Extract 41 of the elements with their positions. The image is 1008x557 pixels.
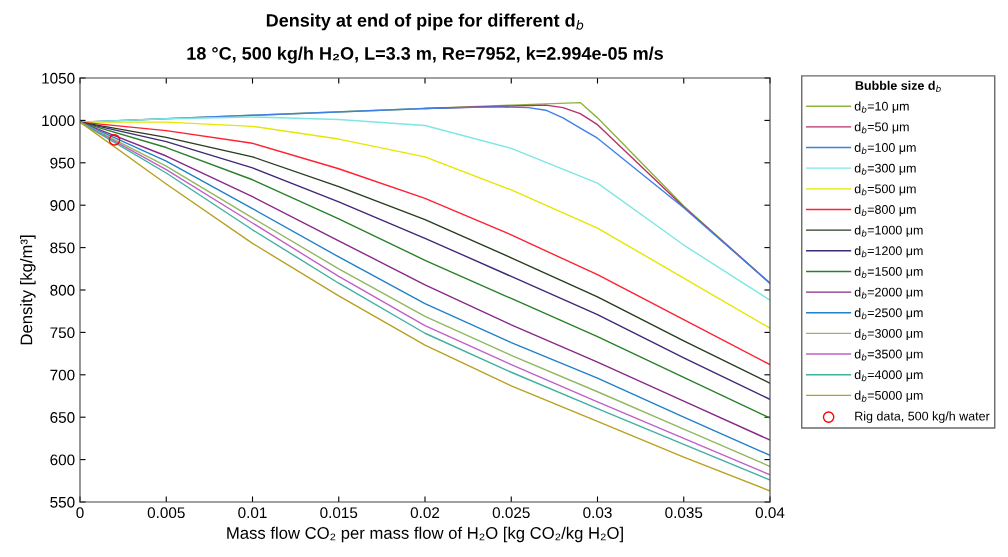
x-tick-label: 0 [76,507,84,519]
y-axis-title: Density [kg/m³] [20,235,36,345]
y-tick-label: 800 [50,284,75,296]
legend-label: d$_{b}$=2500 μm [854,307,923,320]
legend-label: d$_{b}$=500 μm [854,184,916,196]
legend-label: d$_{b}$=800 μm [854,204,916,217]
legend-label: d$_{b}$=3500 μm [854,349,923,361]
x-axis-title: Mass flow CO₂ per mass flow of H₂O [kg CO₂/kg H₂O] [227,526,623,543]
x-tick-label: 0.015 [320,507,358,519]
y-tick-label: 600 [50,454,75,466]
legend-label: d$_{b}$=4000 μm [854,369,923,382]
y-tick-label: 650 [50,412,75,423]
x-tick-label: 0.005 [147,507,185,519]
legend-label: d$_{b}$=50 μm [854,122,909,134]
x-tick-label: 0.02 [410,507,440,519]
legend-label: d$_{b}$=3000 μm [854,328,923,341]
legend-label: d$_{b}$=1200 μm [854,246,923,258]
y-tick-label: 700 [50,369,75,381]
x-tick-label: 0.025 [492,507,530,519]
legend-label: Rig data, 500 kg/h water [855,411,990,423]
y-tick-label: 850 [50,242,75,254]
legend-label: d$_{b}$=5000 μm [854,390,923,403]
y-tick-label: 550 [50,496,75,508]
y-tick-label: 750 [50,327,75,339]
legend-label: d$_{b}$=1500 μm [854,266,923,279]
y-tick-label: 1000 [42,115,75,127]
legend-label: d$_{b}$=2000 μm [854,287,923,299]
chart-subtitle: 18 °C, 500 kg/h H₂O, L=3.3 m, Re=7952, k=2.994e-05 m/s [187,46,663,64]
x-tick-label: 0.035 [665,507,703,519]
legend-label: d$_{b}$=300 μm [854,163,916,175]
y-tick-label: 900 [50,200,75,211]
x-tick-label: 0.04 [755,507,785,519]
chart-title: Density at end of pipe for different d$_{b}$ [266,13,584,31]
y-tick-label: 1050 [42,72,75,84]
legend-label: d$_{b}$=1000 μm [854,225,923,237]
legend-label: d$_{b}$=100 μm [854,142,916,155]
x-tick-label: 0.01 [238,507,267,519]
x-tick-label: 0.03 [583,507,612,519]
legend-title: Bubble size d$_{b}$ [855,80,941,93]
y-tick-label: 950 [50,157,75,169]
legend-label: d$_{b}$=10 μm [854,101,909,113]
